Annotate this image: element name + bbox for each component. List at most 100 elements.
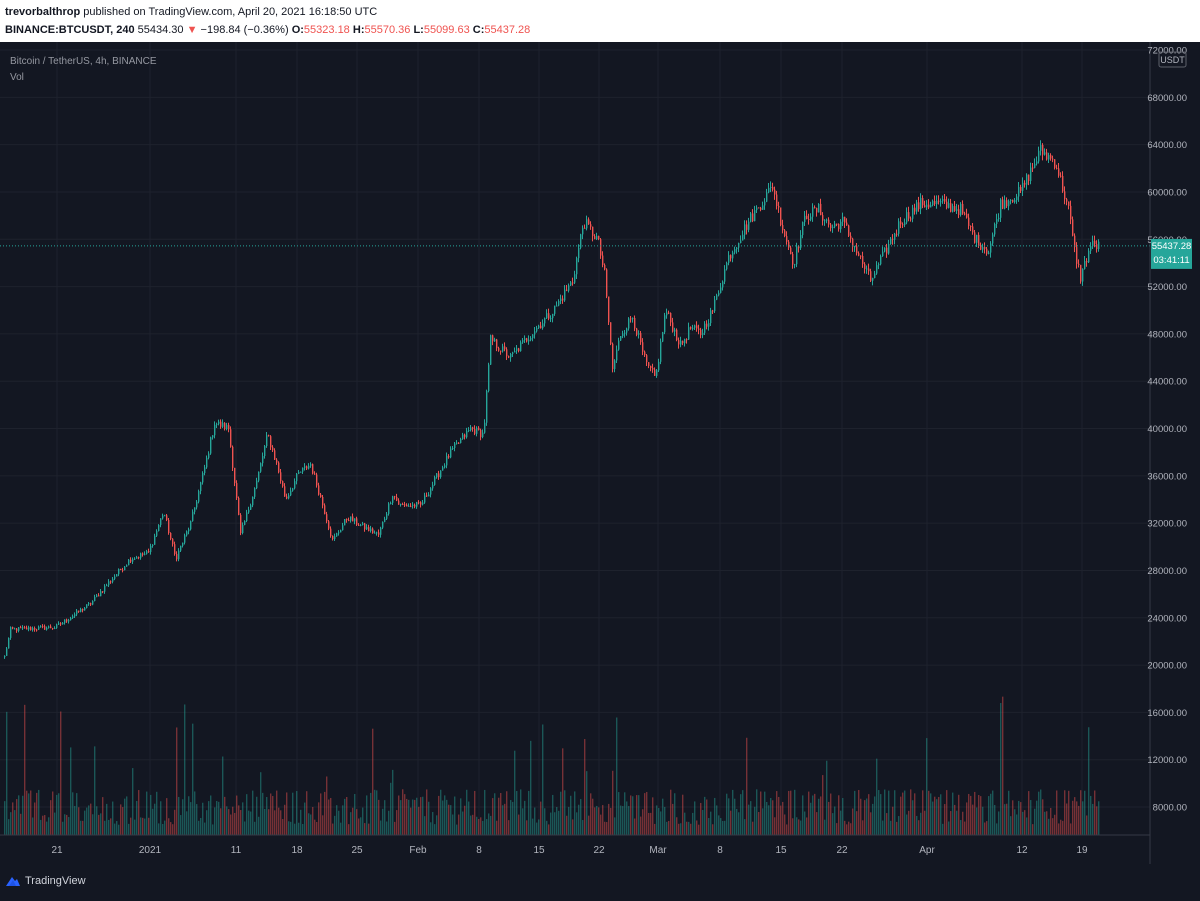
volume-bar (322, 815, 324, 835)
tradingview-logo[interactable]: TradingView (5, 874, 86, 888)
low-value: 55099.63 (423, 24, 470, 36)
volume-bar (528, 790, 530, 835)
candle-body (582, 227, 584, 235)
candle-body (540, 325, 542, 329)
candle-body (696, 325, 698, 329)
candle-body (656, 370, 658, 376)
volume-bar (928, 790, 930, 835)
candle-body (1090, 246, 1092, 251)
volume-bar (734, 798, 736, 835)
candle-body (1064, 191, 1066, 200)
volume-bar (654, 823, 656, 835)
candle-body (160, 518, 162, 526)
high-label: H: (352, 24, 365, 36)
price-chart[interactable]: 72000.0068000.0064000.0060000.0056000.00… (0, 42, 1200, 864)
volume-bar (442, 800, 444, 835)
candle-body (904, 222, 906, 226)
volume-bar (416, 797, 418, 835)
candle-body (580, 234, 582, 248)
candle-body (62, 622, 64, 625)
volume-bar (160, 801, 162, 835)
volume-bar (768, 805, 770, 835)
volume-bar (234, 812, 236, 835)
volume-bar (916, 815, 918, 835)
candle-body (1006, 200, 1008, 207)
volume-bar (774, 817, 776, 835)
volume-bar (1038, 791, 1040, 835)
volume-bar (186, 811, 188, 835)
candle-body (796, 246, 798, 265)
candle-body (762, 205, 764, 210)
candle-body (466, 430, 468, 438)
candle-body (630, 318, 632, 320)
candle-body (530, 338, 532, 340)
candle-body (1076, 247, 1078, 264)
currency-badge[interactable]: USDT (1158, 51, 1187, 68)
candle-body (6, 648, 8, 656)
candle-body (610, 322, 612, 344)
candle-body (830, 224, 832, 229)
candle-body (152, 544, 154, 546)
candle-body (828, 219, 830, 225)
volume-bar (526, 820, 528, 835)
time-tick-label: 2021 (139, 845, 162, 856)
volume-bar (530, 740, 532, 835)
volume-bar (554, 812, 556, 835)
candle-body (208, 453, 210, 458)
candle-body (786, 236, 788, 242)
candle-body (948, 203, 950, 208)
candle-body (974, 232, 976, 243)
volume-bar (294, 823, 296, 835)
volume-bar (922, 790, 924, 835)
volume-bar (852, 808, 854, 835)
open-value: 55323.18 (303, 24, 350, 36)
volume-bar (474, 790, 476, 835)
candle-body (574, 274, 576, 283)
candle-body (994, 223, 996, 235)
chart-legend-vol[interactable]: Vol (10, 72, 24, 83)
candle-body (28, 627, 30, 630)
volume-bar (948, 821, 950, 835)
volume-bar (462, 811, 464, 835)
volume-bar (858, 790, 860, 835)
candle-body (546, 313, 548, 319)
volume-bar (172, 824, 174, 835)
candle-body (960, 203, 962, 215)
volume-bar (196, 804, 198, 835)
volume-bar (998, 811, 1000, 835)
last-price: 55434.30 (137, 24, 184, 36)
volume-bar (310, 814, 312, 835)
current-price-tag: 55437.28 03:41:11 (1151, 238, 1192, 269)
price-axis-bg[interactable] (1150, 42, 1200, 864)
volume-bar (434, 824, 436, 835)
volume-bar (780, 805, 782, 835)
candle-body (448, 456, 450, 458)
candle-body (938, 200, 940, 202)
volume-bar (454, 796, 456, 835)
volume-bar (378, 799, 380, 835)
volume-bar (446, 799, 448, 835)
author-name[interactable]: trevorbalthrop (5, 6, 81, 18)
volume-bar (1044, 811, 1046, 835)
volume-bar (674, 793, 676, 835)
candle-body (750, 213, 752, 222)
volume-bar (956, 810, 958, 835)
price-tick-label: 72000.00 (1147, 46, 1187, 57)
candle-body (518, 348, 520, 352)
candle-body (46, 627, 48, 630)
candle-body (818, 203, 820, 213)
volume-bar (850, 823, 852, 835)
volume-bar (558, 810, 560, 835)
candle-body (18, 627, 20, 631)
candle-body (154, 535, 156, 545)
candle-body (228, 425, 230, 430)
candle-body (48, 626, 50, 628)
volume-bar (58, 793, 60, 835)
candle-body (394, 496, 396, 498)
volume-bar (788, 790, 790, 835)
volume-bar (54, 812, 56, 835)
chart-legend-pair[interactable]: Bitcoin / TetherUS, 4h, BINANCE (10, 56, 157, 67)
volume-bar (346, 797, 348, 835)
volume-bar (484, 789, 486, 835)
candle-body (794, 264, 796, 266)
